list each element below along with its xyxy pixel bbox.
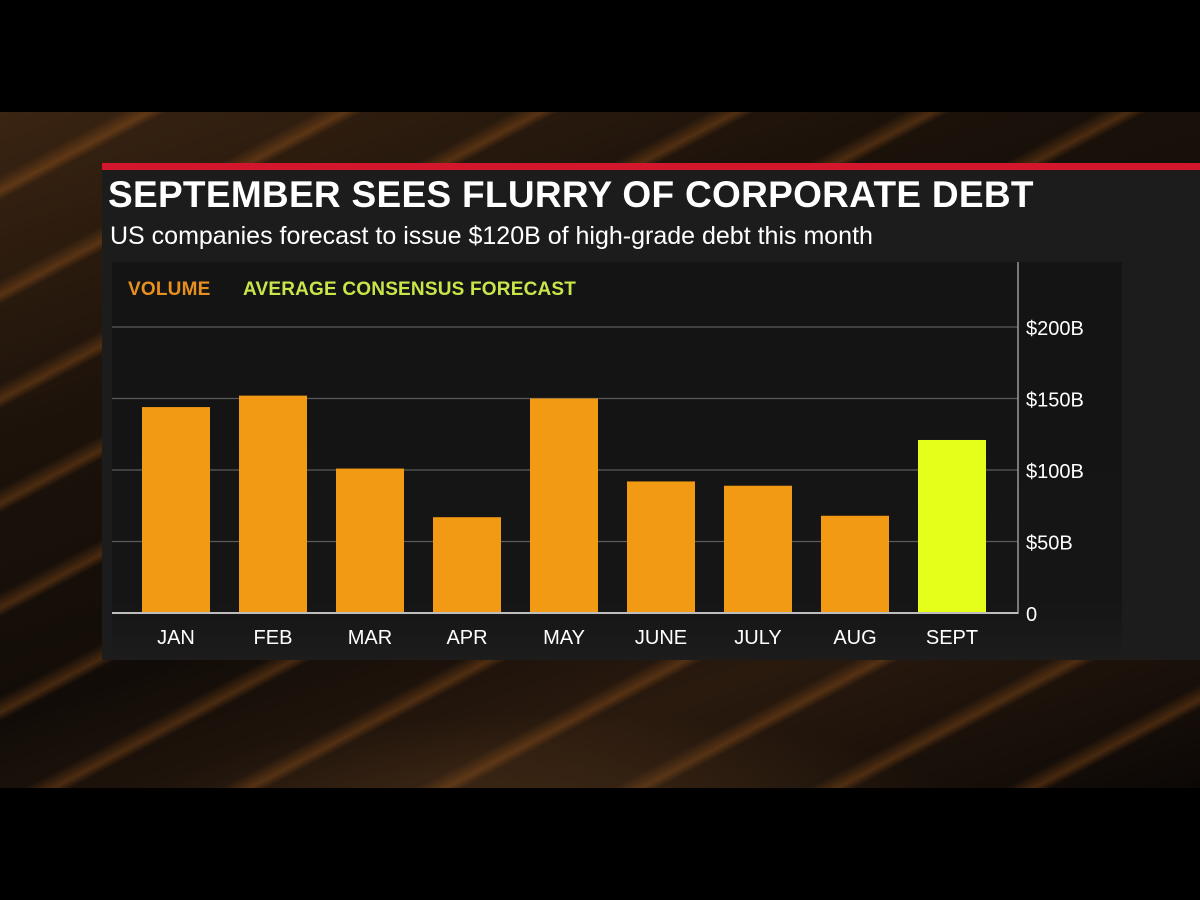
x-tick-label: JAN [157, 627, 195, 649]
bar-feb [239, 395, 307, 613]
bar-sept [918, 439, 986, 613]
bar-jan [142, 407, 210, 613]
y-tick-label: $50B [1026, 533, 1073, 555]
y-tick-label: 0 [1026, 604, 1037, 626]
letterbox-top [0, 0, 1200, 112]
bar-june [627, 481, 695, 613]
legend-volume: VOLUME [128, 279, 211, 300]
x-tick-label: MAR [348, 627, 392, 649]
bar-apr [433, 517, 501, 613]
bars [142, 395, 986, 613]
bar-july [724, 485, 792, 613]
bar-mar [336, 468, 404, 613]
bar-may [530, 398, 598, 613]
x-tick-label: JUNE [635, 627, 687, 649]
x-tick-label: APR [446, 627, 487, 649]
x-tick-label: AUG [833, 627, 876, 649]
y-tick-label: $100B [1026, 461, 1084, 483]
x-tick-label: SEPT [926, 627, 978, 649]
x-tick-label: JULY [734, 627, 781, 649]
legend-forecast: AVERAGE CONSENSUS FORECAST [242, 279, 577, 300]
chart-legend: VOLUME AVERAGE CONSENSUS FORECAST [128, 279, 604, 305]
chart-subtitle: US companies forecast to issue $120B of … [110, 222, 873, 250]
x-tick-label: FEB [254, 627, 293, 649]
axes: 0 $50B $100B $150B $200B JAN FEB MAR APR MAY JUNE J… [112, 262, 1084, 649]
bar-aug [821, 515, 889, 613]
y-tick-label: $150B [1026, 390, 1084, 412]
y-tick-label: $200B [1026, 318, 1084, 340]
chart-title: SEPTEMBER SEES FLURRY OF CORPORATE DEBT [108, 174, 1034, 215]
x-tick-label: MAY [543, 627, 585, 649]
letterbox-bottom [0, 788, 1200, 900]
